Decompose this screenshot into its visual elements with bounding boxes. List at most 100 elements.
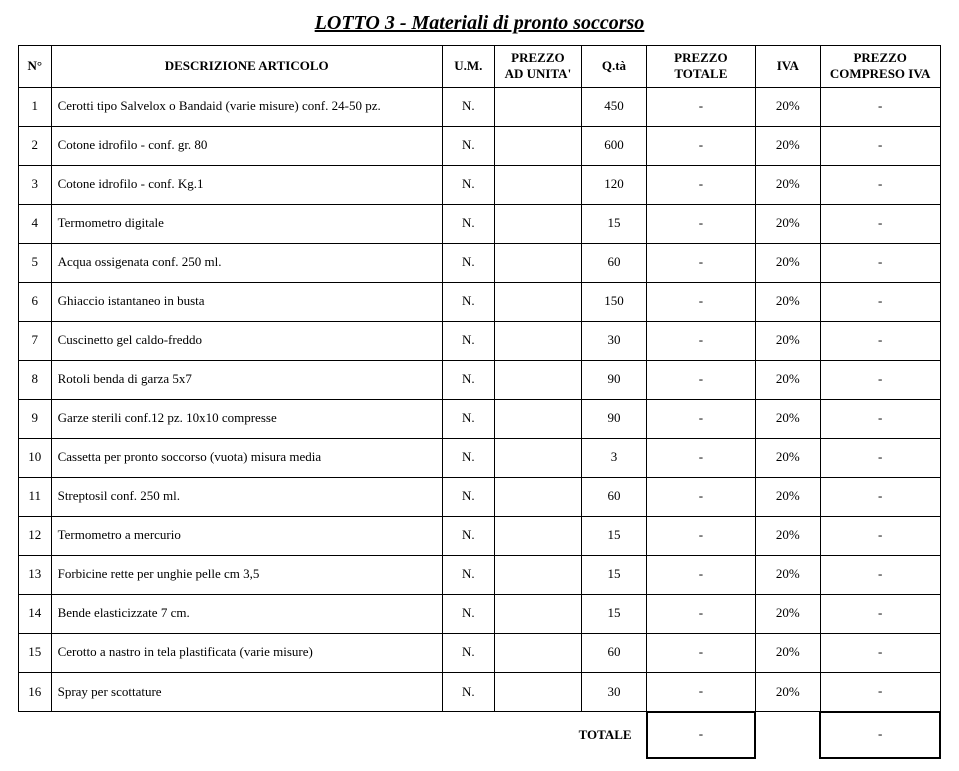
table-row: 9Garze sterili conf.12 pz. 10x10 compres… [19, 399, 941, 438]
cell-pu [494, 477, 581, 516]
cell-pt: - [647, 516, 756, 555]
cell-iva: 20% [755, 399, 820, 438]
totale-label: TOTALE [51, 712, 646, 758]
cell-pci: - [820, 633, 940, 672]
cell-desc: Cuscinetto gel caldo-freddo [51, 321, 442, 360]
cell-desc: Cotone idrofilo - conf. Kg.1 [51, 165, 442, 204]
cell-desc: Cerotti tipo Salvelox o Bandaid (varie m… [51, 87, 442, 126]
header-pci: PREZZO COMPRESO IVA [820, 46, 940, 88]
cell-um: N. [442, 165, 494, 204]
table-row: 15Cerotto a nastro in tela plastificata … [19, 633, 941, 672]
cell-n: 11 [19, 477, 52, 516]
cell-pci: - [820, 87, 940, 126]
cell-desc: Garze sterili conf.12 pz. 10x10 compress… [51, 399, 442, 438]
table-row: 2Cotone idrofilo - conf. gr. 80N.600-20%… [19, 126, 941, 165]
table-row: 6Ghiaccio istantaneo in bustaN.150-20%- [19, 282, 941, 321]
cell-iva: 20% [755, 633, 820, 672]
cell-um: N. [442, 243, 494, 282]
cell-pci: - [820, 204, 940, 243]
cell-n: 15 [19, 633, 52, 672]
cell-um: N. [442, 360, 494, 399]
cell-pci: - [820, 360, 940, 399]
table-row: 12Termometro a mercurioN.15-20%- [19, 516, 941, 555]
cell-pci: - [820, 555, 940, 594]
cell-pu [494, 555, 581, 594]
cell-qta: 15 [581, 594, 646, 633]
cell-n: 9 [19, 399, 52, 438]
cell-pu [494, 126, 581, 165]
cell-pci: - [820, 243, 940, 282]
cell-iva: 20% [755, 516, 820, 555]
cell-desc: Bende elasticizzate 7 cm. [51, 594, 442, 633]
cell-qta: 90 [581, 360, 646, 399]
cell-qta: 120 [581, 165, 646, 204]
cell-pt: - [647, 165, 756, 204]
cell-qta: 15 [581, 204, 646, 243]
cell-qta: 150 [581, 282, 646, 321]
cell-pci: - [820, 477, 940, 516]
table-row: 5Acqua ossigenata conf. 250 ml.N.60-20%- [19, 243, 941, 282]
cell-desc: Cassetta per pronto soccorso (vuota) mis… [51, 438, 442, 477]
cell-desc: Forbicine rette per unghie pelle cm 3,5 [51, 555, 442, 594]
cell-pu [494, 399, 581, 438]
cell-pci: - [820, 516, 940, 555]
cell-pt: - [647, 477, 756, 516]
header-pt: PREZZO TOTALE [647, 46, 756, 88]
cell-n: 4 [19, 204, 52, 243]
header-desc: DESCRIZIONE ARTICOLO [51, 46, 442, 88]
pricing-table: N° DESCRIZIONE ARTICOLO U.M. PREZZO AD U… [18, 45, 941, 759]
cell-pci: - [820, 438, 940, 477]
cell-pu [494, 516, 581, 555]
cell-qta: 15 [581, 516, 646, 555]
cell-pt: - [647, 360, 756, 399]
cell-um: N. [442, 282, 494, 321]
cell-iva: 20% [755, 438, 820, 477]
cell-iva: 20% [755, 126, 820, 165]
cell-pci: - [820, 282, 940, 321]
cell-pu [494, 282, 581, 321]
table-row: 7Cuscinetto gel caldo-freddoN.30-20%- [19, 321, 941, 360]
cell-n: 10 [19, 438, 52, 477]
cell-qta: 15 [581, 555, 646, 594]
cell-pu [494, 321, 581, 360]
cell-desc: Termometro a mercurio [51, 516, 442, 555]
cell-pt: - [647, 594, 756, 633]
cell-pci: - [820, 321, 940, 360]
cell-um: N. [442, 399, 494, 438]
cell-iva: 20% [755, 243, 820, 282]
cell-pt: - [647, 438, 756, 477]
cell-pu [494, 165, 581, 204]
cell-um: N. [442, 204, 494, 243]
cell-qta: 600 [581, 126, 646, 165]
cell-um: N. [442, 594, 494, 633]
cell-pt: - [647, 126, 756, 165]
table-row: 4Termometro digitaleN.15-20%- [19, 204, 941, 243]
cell-um: N. [442, 477, 494, 516]
cell-qta: 3 [581, 438, 646, 477]
totale-row: TOTALE - - [19, 712, 941, 758]
cell-n: 13 [19, 555, 52, 594]
cell-pci: - [820, 594, 940, 633]
cell-qta: 60 [581, 243, 646, 282]
table-row: 14Bende elasticizzate 7 cm.N.15-20%- [19, 594, 941, 633]
table-row: 1Cerotti tipo Salvelox o Bandaid (varie … [19, 87, 941, 126]
cell-desc: Acqua ossigenata conf. 250 ml. [51, 243, 442, 282]
cell-n: 8 [19, 360, 52, 399]
cell-pt: - [647, 321, 756, 360]
cell-pu [494, 360, 581, 399]
cell-pu [494, 243, 581, 282]
cell-iva: 20% [755, 360, 820, 399]
table-header-row: N° DESCRIZIONE ARTICOLO U.M. PREZZO AD U… [19, 46, 941, 88]
cell-pt: - [647, 399, 756, 438]
cell-pci: - [820, 165, 940, 204]
cell-um: N. [442, 126, 494, 165]
cell-n: 6 [19, 282, 52, 321]
header-pu: PREZZO AD UNITA' [494, 46, 581, 88]
cell-desc: Cotone idrofilo - conf. gr. 80 [51, 126, 442, 165]
cell-desc: Termometro digitale [51, 204, 442, 243]
totale-pci: - [820, 712, 940, 758]
cell-pci: - [820, 126, 940, 165]
header-iva: IVA [755, 46, 820, 88]
cell-um: N. [442, 438, 494, 477]
cell-n: 3 [19, 165, 52, 204]
